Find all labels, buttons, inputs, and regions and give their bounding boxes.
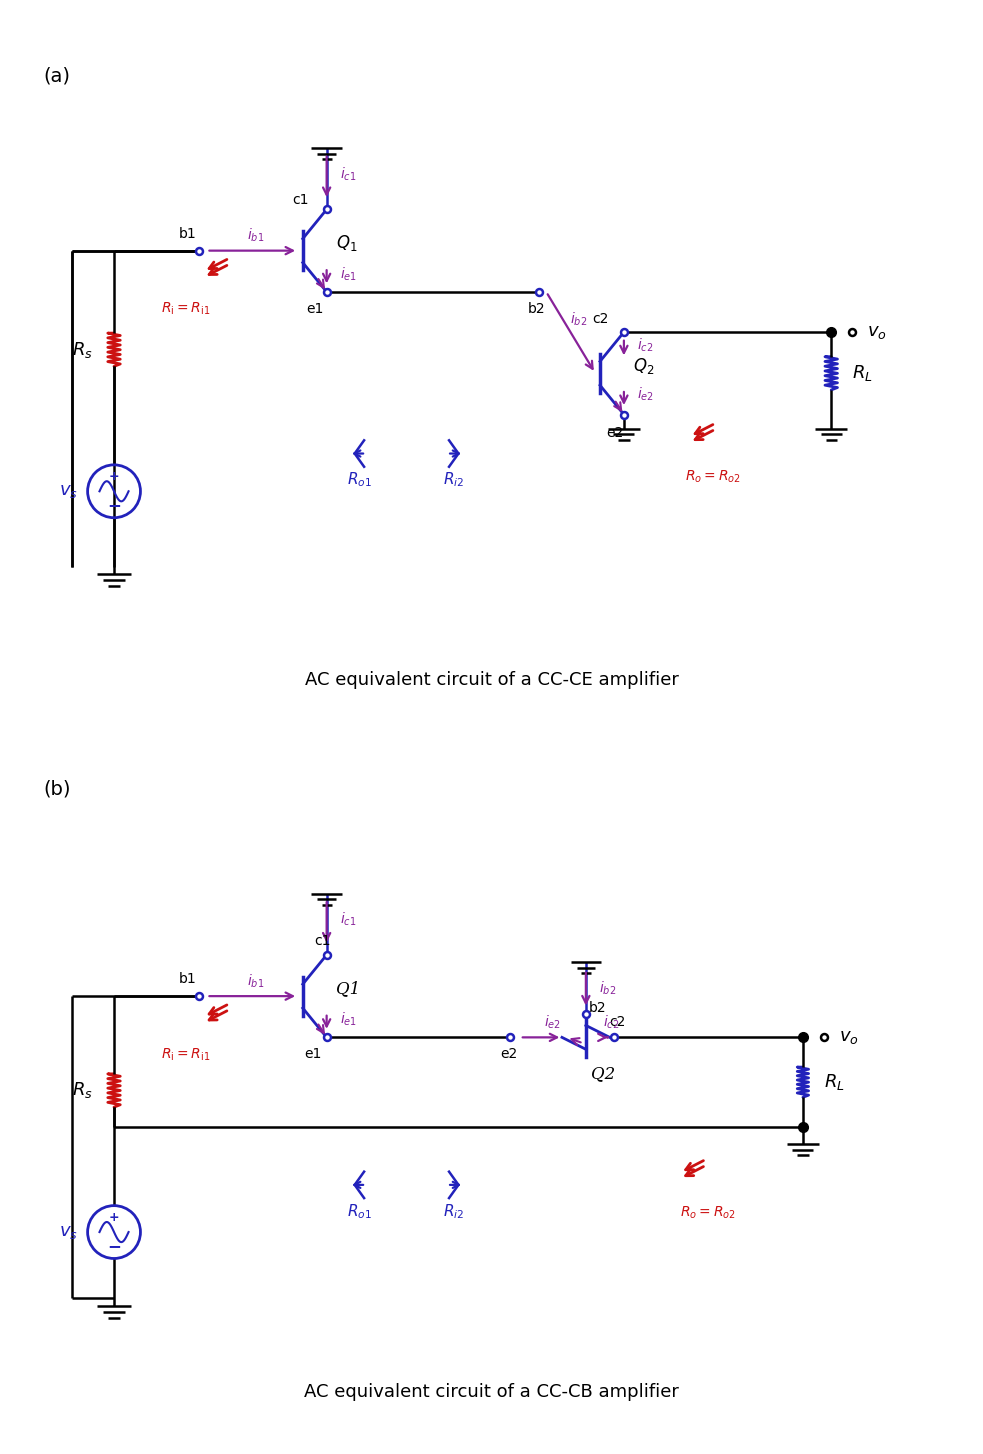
Text: $Q_2$: $Q_2$ [633,356,655,375]
Text: $v_o$: $v_o$ [867,323,887,342]
Text: −: − [107,496,121,515]
Text: $R_o=R_{o2}$: $R_o=R_{o2}$ [685,470,741,486]
Text: $v_s$: $v_s$ [59,483,79,500]
Text: $R_{i2}$: $R_{i2}$ [443,471,464,490]
Text: (a): (a) [43,67,70,86]
Text: $R_{o1}$: $R_{o1}$ [347,1202,372,1221]
Text: b2: b2 [589,1002,606,1015]
Text: $R_s$: $R_s$ [73,1080,93,1101]
Text: c2: c2 [592,311,608,326]
Text: c1: c1 [292,193,309,206]
Text: Q2: Q2 [591,1064,614,1082]
Text: $i_{b1}$: $i_{b1}$ [247,227,264,244]
Text: +: + [109,1211,119,1224]
Text: $i_{e2}$: $i_{e2}$ [545,1013,561,1031]
Text: $R_{o1}$: $R_{o1}$ [347,471,372,490]
Text: AC equivalent circuit of a CC-CB amplifier: AC equivalent circuit of a CC-CB amplifi… [304,1383,679,1402]
Text: Q1: Q1 [336,980,360,997]
Text: AC equivalent circuit of a CC-CE amplifier: AC equivalent circuit of a CC-CE amplifi… [305,670,678,689]
Text: −: − [107,1237,121,1255]
Text: $R_{\mathrm{i}}=R_{\mathrm{i1}}$: $R_{\mathrm{i}}=R_{\mathrm{i1}}$ [161,301,210,317]
Text: $i_{c1}$: $i_{c1}$ [340,166,356,183]
Text: $R_L$: $R_L$ [824,1072,844,1092]
Text: $R_o=R_{o2}$: $R_o=R_{o2}$ [680,1205,736,1221]
Text: $i_{c2}$: $i_{c2}$ [637,336,654,353]
Text: $R_{i2}$: $R_{i2}$ [443,1202,464,1221]
Text: e2: e2 [500,1047,517,1061]
Text: c1: c1 [315,933,331,948]
Text: $i_{b1}$: $i_{b1}$ [247,973,264,990]
Text: $R_L$: $R_L$ [852,364,873,384]
Text: $R_{\mathrm{i}}=R_{\mathrm{i1}}$: $R_{\mathrm{i}}=R_{\mathrm{i1}}$ [161,1047,210,1063]
Text: $i_{c1}$: $i_{c1}$ [340,910,356,928]
Text: e2: e2 [606,426,623,441]
Text: $v_o$: $v_o$ [838,1028,858,1047]
Text: $i_{c2}$: $i_{c2}$ [604,1013,620,1031]
Text: b1: b1 [179,973,197,986]
Text: $i_{e1}$: $i_{e1}$ [340,1011,357,1028]
Text: $v_s$: $v_s$ [59,1223,79,1242]
Text: $i_{e1}$: $i_{e1}$ [340,265,357,282]
Text: (b): (b) [43,779,71,798]
Text: $Q_1$: $Q_1$ [336,233,357,253]
Text: +: + [109,470,119,483]
Text: b1: b1 [179,227,197,241]
Text: $i_{b2}$: $i_{b2}$ [570,311,588,329]
Text: b2: b2 [528,302,546,316]
Text: c2: c2 [609,1015,625,1029]
Text: $R_s$: $R_s$ [73,340,93,359]
Text: e1: e1 [304,1047,321,1061]
Text: $i_{e2}$: $i_{e2}$ [637,385,654,403]
Text: e1: e1 [307,302,324,316]
Text: $i_{b2}$: $i_{b2}$ [599,980,616,997]
